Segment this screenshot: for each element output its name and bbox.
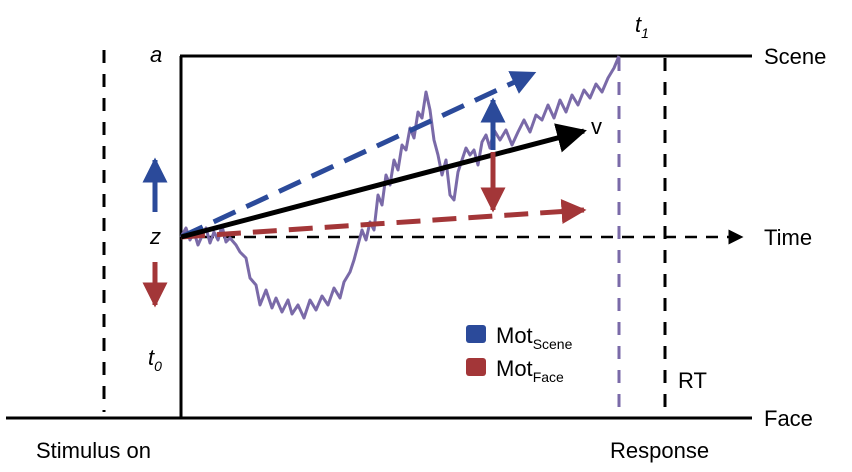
legend-label-face: MotFace — [496, 356, 564, 385]
scene-boundary-label: Scene — [764, 44, 826, 69]
time-axis-label: Time — [764, 225, 812, 250]
t0-label: t0 — [148, 345, 162, 374]
scene-drift-arrow — [179, 70, 537, 240]
drift-rate-arrow — [180, 123, 587, 240]
rt-label: RT — [678, 368, 707, 393]
legend: MotScene MotFace — [466, 323, 573, 385]
evidence-trace — [179, 55, 621, 320]
boundary-a-label: a — [150, 42, 162, 67]
t1-label: t1 — [635, 12, 649, 41]
drift-v-label: v — [591, 114, 602, 139]
legend-swatch-face — [466, 358, 486, 376]
legend-swatch-scene — [466, 325, 486, 343]
response-label: Response — [610, 438, 709, 463]
face-boundary-label: Face — [764, 406, 813, 431]
face-drift-arrow — [180, 199, 587, 240]
start-point-z-label: z — [149, 224, 161, 249]
legend-label-scene: MotScene — [496, 323, 573, 352]
stimulus-on-label: Stimulus on — [36, 438, 151, 463]
